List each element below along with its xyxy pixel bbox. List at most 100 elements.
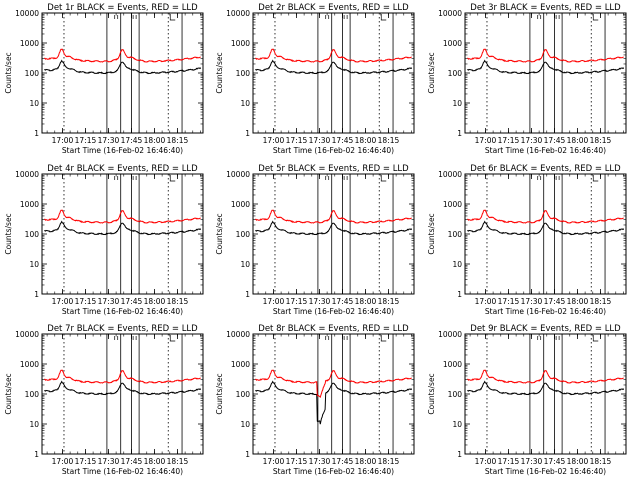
events-series-line <box>255 220 413 236</box>
y-tick-label: 10 <box>240 99 250 108</box>
x-tick-label: 17:45 <box>121 297 143 306</box>
detector-panel-1: Det 1r BLACK = Events, RED = LLD 1 10 100 10… <box>4 3 204 155</box>
x-tick-label: 18:15 <box>590 457 612 466</box>
lld-series-line <box>467 209 624 224</box>
panel-title: Det 6r BLACK = Events, RED = LLD <box>470 164 621 174</box>
top-flag-mark <box>325 336 330 340</box>
y-tick-label: 10 <box>452 99 462 108</box>
detector-panel-2: Det 2r BLACK = Events, RED = LLD 1 10 100 10… <box>215 3 415 155</box>
x-axis-label: Start Time (16-Feb-02 16:46:40) <box>62 307 183 316</box>
x-tick-label: 17:30 <box>309 297 331 306</box>
panel-title: Det 7r BLACK = Events, RED = LLD <box>47 324 198 334</box>
x-tick-label: 17:00 <box>475 457 497 466</box>
detector-panel-7: Det 7r BLACK = Events, RED = LLD 1 10 100 10… <box>4 324 204 476</box>
y-tick-label: 100 <box>25 390 40 399</box>
top-flag-mark <box>537 336 542 340</box>
panel-title: Det 3r BLACK = Events, RED = LLD <box>470 3 621 13</box>
top-flag-mark <box>132 176 137 180</box>
y-tick-label: 100 <box>236 69 251 78</box>
x-tick-label: 17:15 <box>498 457 520 466</box>
plot-frame <box>252 12 415 134</box>
x-tick-label: 17:15 <box>75 457 97 466</box>
y-tick-label: 10000 <box>15 170 39 179</box>
x-tick-label: 17:45 <box>544 136 566 145</box>
lld-series-line <box>44 369 201 384</box>
x-tick-label: 17:15 <box>286 297 308 306</box>
y-tick-label: 10 <box>29 99 39 108</box>
y-axis-label: Counts/sec <box>4 52 13 93</box>
y-tick-label: 10000 <box>438 330 462 339</box>
top-flag-mark <box>537 176 542 180</box>
x-axis-label: Start Time (16-Feb-02 16:46:40) <box>485 146 606 155</box>
x-tick-label: 17:15 <box>286 136 308 145</box>
panel-title: Det 4r BLACK = Events, RED = LLD <box>47 164 198 174</box>
detector-panel-4: Det 4r BLACK = Events, RED = LLD 1 10 100 10… <box>4 164 204 316</box>
x-tick-label: 17:45 <box>544 297 566 306</box>
y-tick-label: 100 <box>448 230 463 239</box>
top-flag-mark <box>592 175 599 182</box>
x-tick-label: 18:15 <box>378 457 400 466</box>
y-tick-label: 1000 <box>231 200 250 209</box>
y-axis-label: Counts/sec <box>427 52 436 93</box>
lld-series-line <box>467 369 624 384</box>
events-series-line <box>255 380 413 425</box>
x-tick-label: 17:00 <box>52 136 74 145</box>
y-tick-label: 10000 <box>226 9 250 18</box>
x-axis-label: Start Time (16-Feb-02 16:46:40) <box>62 467 183 476</box>
x-tick-label: 18:15 <box>378 297 400 306</box>
lld-series-line <box>255 209 412 224</box>
x-tick-label: 18:00 <box>567 297 589 306</box>
y-tick-label: 1 <box>34 450 39 459</box>
x-tick-label: 17:30 <box>521 136 543 145</box>
top-flag-mark <box>169 175 176 182</box>
panel-title: Det 8r BLACK = Events, RED = LLD <box>258 324 409 334</box>
panel-title: Det 2r BLACK = Events, RED = LLD <box>258 3 409 13</box>
x-tick-label: 17:15 <box>75 297 97 306</box>
x-tick-label: 17:00 <box>52 457 74 466</box>
y-axis-label: Counts/sec <box>215 52 224 93</box>
y-tick-label: 100 <box>448 69 463 78</box>
x-tick-label: 17:00 <box>263 136 285 145</box>
y-axis-label: Counts/sec <box>427 213 436 254</box>
y-tick-label: 10 <box>452 260 462 269</box>
lld-series-line <box>467 48 624 63</box>
plot-frame <box>464 12 627 134</box>
x-tick-label: 17:15 <box>286 457 308 466</box>
y-axis-label: Counts/sec <box>4 213 13 254</box>
y-tick-label: 1 <box>245 450 250 459</box>
y-tick-label: 1000 <box>443 200 462 209</box>
detector-panel-9: Det 9r BLACK = Events, RED = LLD 1 10 100 10… <box>427 324 627 476</box>
detector-panel-5: Det 5r BLACK = Events, RED = LLD 1 10 100 10… <box>215 164 415 316</box>
top-flag-mark <box>114 15 119 19</box>
events-series-line <box>44 59 202 75</box>
top-flag-mark <box>380 335 387 342</box>
x-tick-label: 17:00 <box>52 297 74 306</box>
y-tick-label: 10000 <box>438 9 462 18</box>
top-flag-mark <box>325 176 330 180</box>
panel-title: Det 5r BLACK = Events, RED = LLD <box>258 164 409 174</box>
y-tick-label: 10 <box>452 420 462 429</box>
x-tick-label: 17:00 <box>475 297 497 306</box>
y-tick-label: 10000 <box>226 170 250 179</box>
y-tick-label: 100 <box>25 230 40 239</box>
x-tick-label: 18:15 <box>590 297 612 306</box>
y-tick-label: 100 <box>25 69 40 78</box>
y-axis-label: Counts/sec <box>215 213 224 254</box>
top-flag-mark <box>343 15 348 19</box>
x-tick-label: 18:15 <box>167 136 189 145</box>
x-tick-label: 17:00 <box>263 457 285 466</box>
y-tick-label: 1000 <box>443 360 462 369</box>
x-tick-label: 18:00 <box>355 297 377 306</box>
y-tick-label: 10 <box>29 420 39 429</box>
y-tick-label: 1000 <box>231 39 250 48</box>
x-tick-label: 17:45 <box>332 136 354 145</box>
y-tick-label: 1 <box>34 290 39 299</box>
lld-series-line <box>255 369 412 398</box>
y-tick-label: 10 <box>29 260 39 269</box>
y-tick-label: 1 <box>457 450 462 459</box>
x-tick-label: 17:45 <box>332 297 354 306</box>
top-flag-mark <box>380 14 387 21</box>
top-flag-mark <box>132 15 137 19</box>
y-tick-label: 1 <box>457 129 462 138</box>
